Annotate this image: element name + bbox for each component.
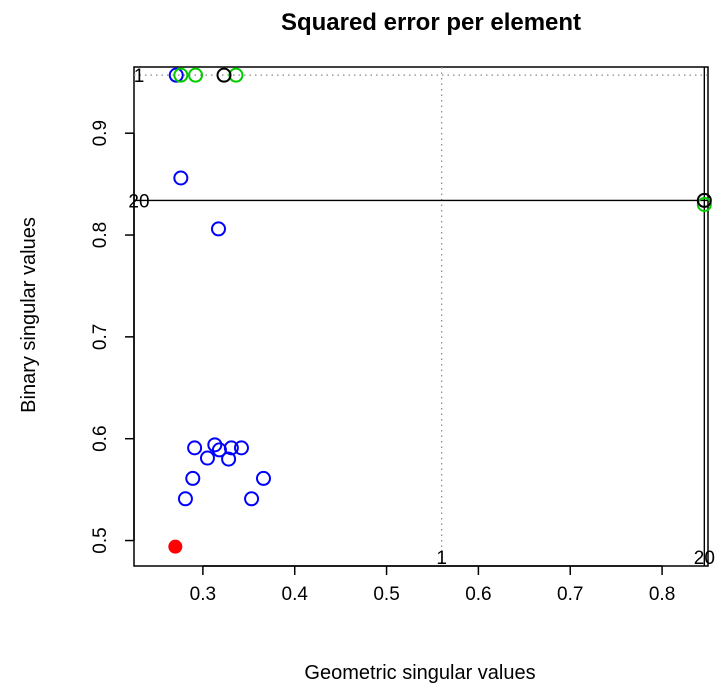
y-tick-label: 0.9: [90, 120, 111, 146]
open-point: [199, 450, 215, 466]
vertical-reference-label: 20: [694, 548, 715, 569]
horizontal-reference-label: 20: [128, 191, 149, 212]
open-point: [696, 196, 712, 212]
open-point: [207, 437, 223, 453]
open-point: [168, 67, 184, 83]
y-tick-label: 0.8: [90, 222, 111, 248]
reference-lines: 1 20 1 20: [128, 66, 714, 569]
open-point: [216, 67, 232, 83]
x-tick-label: 0.5: [373, 584, 399, 605]
y-tick-label: 0.6: [90, 425, 111, 451]
x-tick-label: 0.3: [190, 584, 216, 605]
open-point: [185, 470, 201, 486]
open-point: [173, 67, 189, 83]
open-point: [221, 451, 237, 467]
x-tick-label: 0.8: [649, 584, 675, 605]
open-point: [177, 491, 193, 507]
x-tick-label: 0.4: [282, 584, 309, 605]
x-axis-label: Geometric singular values: [304, 662, 535, 684]
open-point: [188, 67, 204, 83]
open-point: [173, 170, 189, 186]
filled-point: [168, 539, 183, 554]
open-point: [210, 221, 226, 237]
y-axis: 0.5 0.6 0.7 0.8 0.9: [90, 120, 135, 554]
x-axis: 0.3 0.4 0.5 0.6 0.7 0.8: [190, 565, 675, 605]
open-point: [255, 470, 271, 486]
x-tick-label: 0.6: [465, 584, 491, 605]
open-point: [223, 440, 239, 456]
open-point: [233, 440, 249, 456]
data-points: [168, 67, 712, 554]
chart-title: Squared error per element: [281, 9, 581, 36]
plot-frame: [133, 66, 709, 567]
open-point: [696, 192, 712, 208]
open-point: [244, 491, 260, 507]
y-tick-label: 0.7: [90, 324, 111, 350]
open-point: [228, 67, 244, 83]
open-point: [187, 440, 203, 456]
y-tick-label: 0.5: [90, 527, 111, 553]
horizontal-reference-label: 1: [134, 66, 145, 87]
x-tick-label: 0.7: [557, 584, 583, 605]
y-axis-label: Binary singular values: [18, 217, 40, 413]
vertical-reference-label: 1: [436, 548, 447, 569]
